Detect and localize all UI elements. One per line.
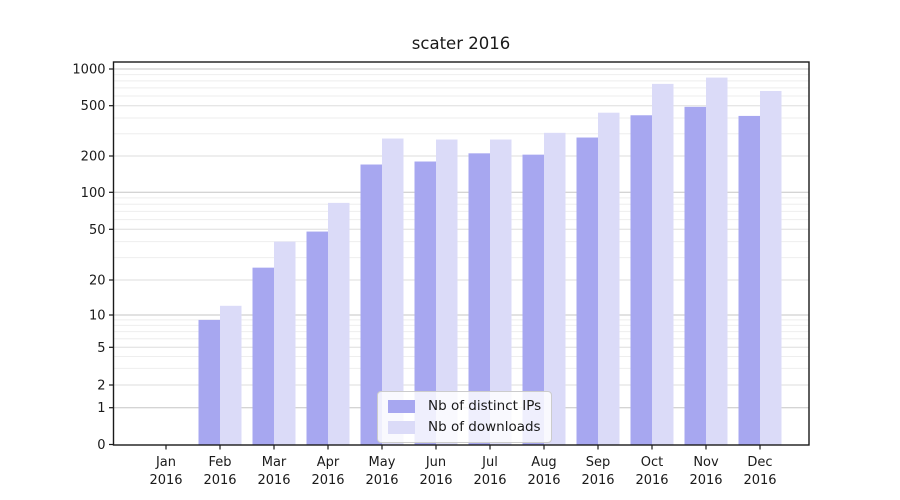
y-tick-label: 200 — [81, 150, 106, 165]
legend-swatch-downloads — [388, 421, 415, 434]
legend-label-distinct-ips: Nb of distinct IPs — [428, 398, 542, 414]
legend-entry-downloads: Nb of downloads — [388, 420, 541, 435]
y-tick-label: 5 — [97, 341, 105, 356]
bar-may-distinct-ips — [360, 164, 382, 445]
plot-border — [112, 61, 810, 446]
bar-mar-downloads — [274, 241, 296, 445]
legend-label-downloads: Nb of downloads — [428, 419, 541, 435]
bar-aug-downloads — [544, 132, 566, 445]
x-tick-label: Nov 2016 — [689, 455, 722, 488]
bar-jun-downloads — [436, 139, 458, 445]
x-tick-label: Jan 2016 — [149, 455, 182, 488]
bar-sep-downloads — [598, 112, 620, 446]
x-tick-label: Jun 2016 — [419, 455, 452, 488]
y-tick-label: 20 — [89, 274, 106, 289]
y-tick-label: 500 — [81, 99, 106, 114]
x-tick-label: Sep 2016 — [581, 455, 614, 488]
x-tick-label: Apr 2016 — [311, 455, 344, 488]
y-tick-label: 0 — [97, 438, 105, 453]
y-tick-label: 50 — [89, 223, 106, 238]
bar-may-downloads — [382, 138, 404, 445]
bar-apr-distinct-ips — [306, 231, 328, 445]
x-tick-label: Feb 2016 — [203, 455, 236, 488]
y-tick-label: 100 — [81, 186, 106, 201]
bar-mar-distinct-ips — [252, 267, 274, 445]
legend-entry-distinct-ips: Nb of distinct IPs — [388, 399, 541, 414]
bar-nov-downloads — [706, 77, 728, 446]
bar-jul-downloads — [490, 139, 512, 445]
x-tick-label: Mar 2016 — [257, 455, 290, 488]
x-tick-label: Dec 2016 — [743, 455, 776, 488]
bar-jun-distinct-ips — [414, 161, 436, 446]
x-tick-label: Jul 2016 — [473, 455, 506, 488]
bar-feb-distinct-ips — [198, 319, 220, 445]
y-tick-label: 1 — [97, 401, 105, 416]
bar-dec-distinct-ips — [738, 115, 760, 446]
y-tick-label: 1000 — [72, 63, 105, 78]
y-tick-label: 10 — [89, 309, 106, 324]
bar-aug-distinct-ips — [522, 154, 544, 446]
bar-nov-distinct-ips — [684, 106, 706, 446]
x-tick-label: Aug 2016 — [527, 455, 560, 488]
bar-sep-distinct-ips — [576, 137, 598, 445]
y-tick-label: 2 — [97, 379, 105, 394]
bar-oct-distinct-ips — [630, 115, 652, 445]
bar-apr-downloads — [328, 202, 350, 445]
legend-swatch-distinct-ips — [388, 400, 415, 413]
bar-dec-downloads — [760, 91, 782, 446]
chart-title: scater 2016 — [411, 34, 511, 53]
bar-jul-distinct-ips — [468, 153, 490, 445]
bar-feb-downloads — [220, 305, 242, 445]
bar-oct-downloads — [652, 83, 674, 445]
x-tick-label: Oct 2016 — [635, 455, 668, 488]
x-tick-label: May 2016 — [365, 455, 398, 488]
legend: Nb of distinct IPs Nb of downloads — [377, 391, 553, 443]
